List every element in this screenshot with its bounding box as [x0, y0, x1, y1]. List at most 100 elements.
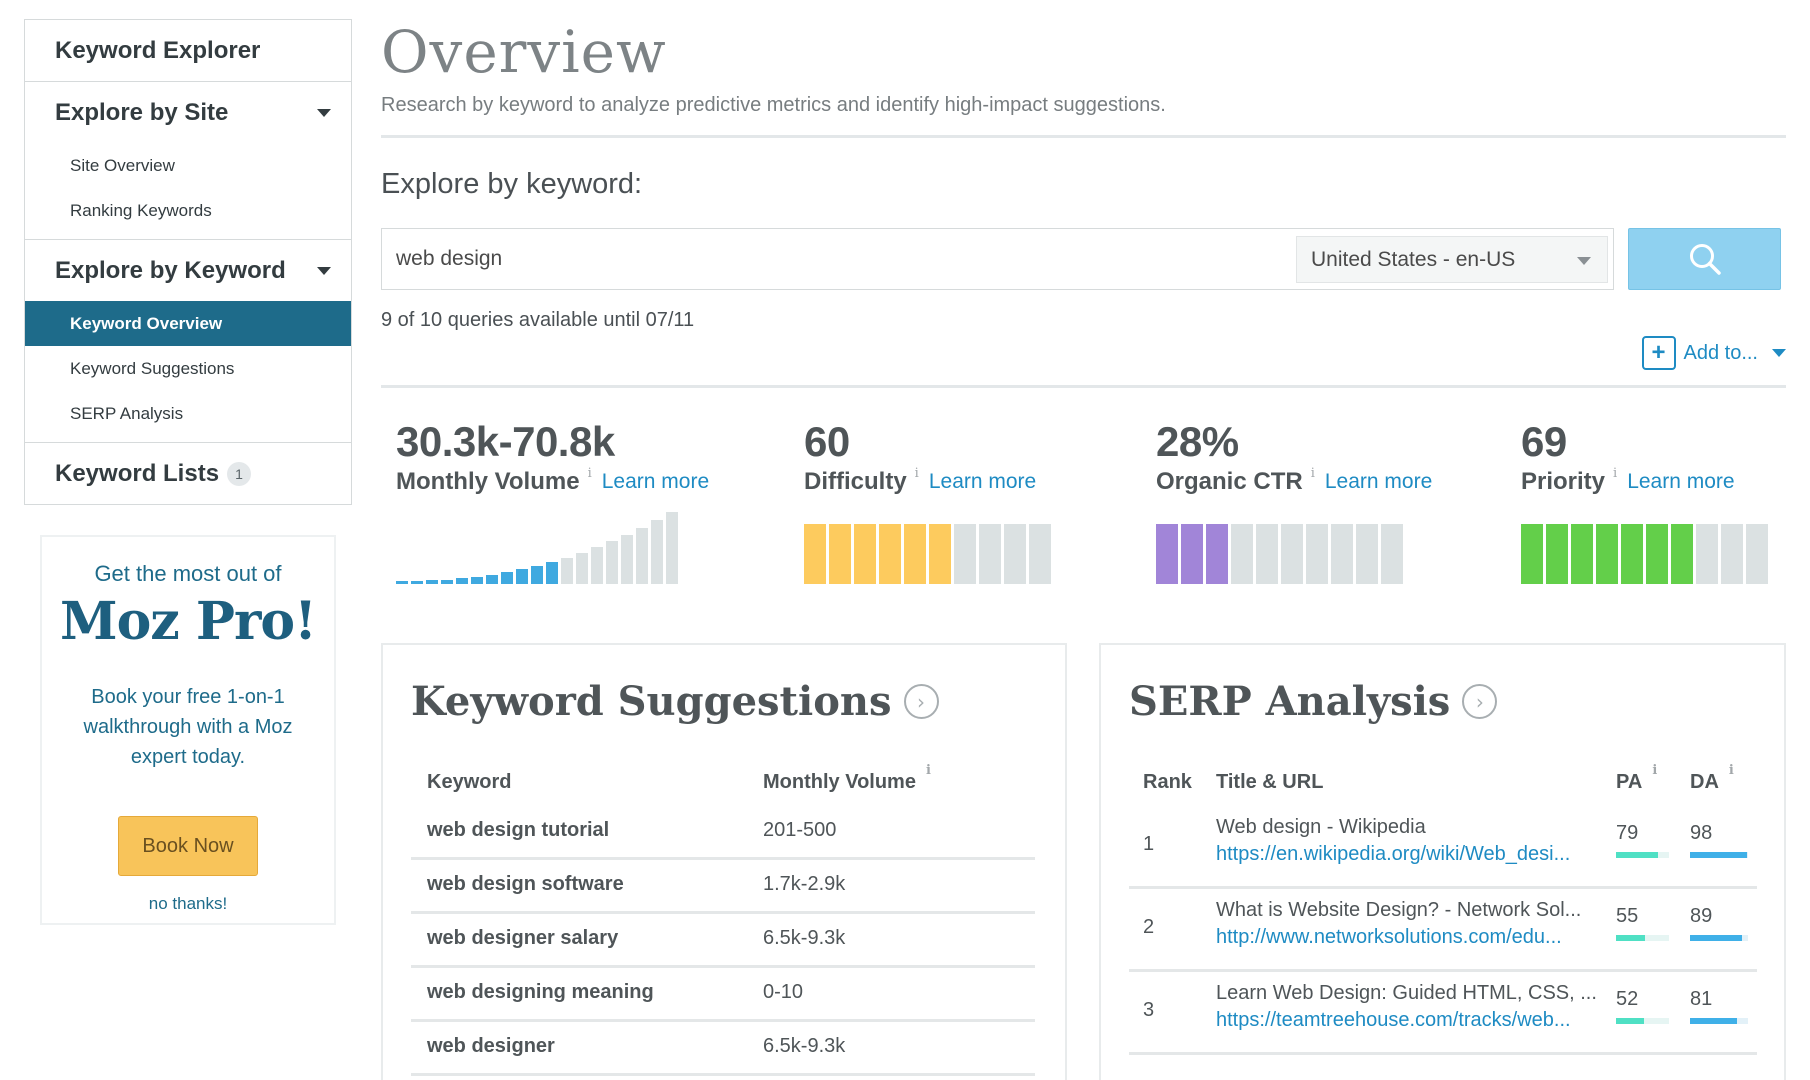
volume-bar: [666, 512, 678, 584]
serp-analysis-title[interactable]: SERP Analysis ›: [1129, 678, 1498, 725]
result-title: Learn Web Design: Guided HTML, CSS, ...: [1216, 982, 1596, 1004]
add-to-label: Add to...: [1683, 341, 1759, 364]
nav-keyword-explorer[interactable]: Keyword Explorer: [25, 20, 351, 81]
difficulty-meter: [804, 524, 1054, 584]
info-icon[interactable]: i: [1728, 763, 1734, 778]
metric-priority: 69 Priority i Learn more: [1521, 418, 1735, 496]
priority-meter-segment: [1721, 524, 1743, 584]
result-url-link[interactable]: http://www.networksolutions.com/edu...: [1216, 926, 1562, 948]
info-icon[interactable]: i: [1310, 466, 1315, 481]
table-row[interactable]: web designer 6.5k-9.3k: [411, 1022, 1035, 1076]
organic-ctr-label: Organic CTR: [1156, 468, 1303, 495]
volume-bar: [516, 569, 528, 584]
info-icon[interactable]: i: [925, 763, 931, 778]
priority-meter-segment: [1746, 524, 1768, 584]
da-bar: [1690, 935, 1748, 941]
divider: [381, 385, 1786, 388]
ctr-meter-segment: [1356, 524, 1378, 584]
difficulty-meter-segment: [954, 524, 976, 584]
pa-bar-fill: [1616, 852, 1658, 858]
keyword-cell[interactable]: web designing meaning: [427, 981, 654, 1003]
priority-meter-segment: [1546, 524, 1568, 584]
caret-down-icon: [1772, 349, 1786, 357]
volume-bar: [606, 541, 618, 584]
ctr-meter-segment: [1256, 524, 1278, 584]
info-icon[interactable]: i: [587, 466, 592, 481]
difficulty-meter-segment: [1029, 524, 1051, 584]
volume-cell: 6.5k-9.3k: [763, 927, 846, 949]
locale-select-value: United States - en-US: [1311, 247, 1516, 271]
keyword-suggestions-title-text: Keyword Suggestions: [411, 678, 892, 725]
priority-learn-more[interactable]: Learn more: [1627, 470, 1735, 493]
chevron-right-icon[interactable]: ›: [1462, 684, 1498, 719]
organic-ctr-value: 28%: [1156, 418, 1239, 465]
keyword-cell[interactable]: web designer: [427, 1035, 555, 1057]
nav-explore-by-keyword[interactable]: Explore by Keyword: [25, 240, 351, 301]
pa-bar-fill: [1616, 935, 1646, 941]
info-icon[interactable]: i: [1652, 763, 1658, 778]
da-bar-fill: [1690, 1018, 1737, 1024]
da-bar-fill: [1690, 935, 1742, 941]
table-row[interactable]: web designing meaning 0-10: [411, 968, 1035, 1022]
volume-bar: [456, 578, 468, 584]
nav-serp-analysis[interactable]: SERP Analysis: [70, 403, 184, 423]
keyword-cell[interactable]: web designer salary: [427, 927, 619, 949]
ctr-meter-segment: [1281, 524, 1303, 584]
priority-meter: [1521, 524, 1771, 584]
table-row[interactable]: web design software 1.7k-2.9k: [411, 860, 1035, 914]
col-keyword: Keyword: [427, 771, 512, 793]
pa-bar: [1616, 1018, 1669, 1024]
da-bar: [1690, 852, 1748, 858]
metric-monthly-volume: 30.3k-70.8k Monthly Volume i Learn more: [396, 418, 709, 496]
keyword-cell[interactable]: web design software: [427, 873, 624, 895]
table-row[interactable]: web design tutorial 201-500: [411, 806, 1035, 860]
keyword-suggestions-title[interactable]: Keyword Suggestions ›: [411, 678, 939, 725]
difficulty-meter-segment: [804, 524, 826, 584]
da-bar: [1690, 1018, 1748, 1024]
ctr-meter-segment: [1181, 524, 1203, 584]
info-icon[interactable]: i: [1613, 466, 1618, 481]
difficulty-learn-more[interactable]: Learn more: [928, 470, 1037, 493]
organic-ctr-meter: [1156, 524, 1406, 584]
organic-ctr-learn-more[interactable]: Learn more: [1324, 470, 1433, 493]
rank-cell: 2: [1143, 916, 1155, 938]
result-url-link[interactable]: https://teamtreehouse.com/tracks/web...: [1216, 1009, 1571, 1031]
no-thanks-link[interactable]: no thanks!: [148, 894, 228, 913]
volume-bar: [621, 535, 633, 584]
nav-keyword-overview[interactable]: Keyword Overview: [25, 301, 351, 346]
nav-explore-by-site[interactable]: Explore by Site: [25, 82, 351, 143]
page-title: Overview: [381, 18, 667, 86]
keyword-search-input[interactable]: [396, 229, 1276, 289]
col-title-url: Title & URL: [1216, 771, 1324, 793]
book-now-button[interactable]: Book Now: [118, 816, 258, 876]
info-icon[interactable]: i: [914, 466, 919, 481]
volume-bar: [561, 558, 573, 584]
difficulty-label: Difficulty: [804, 468, 907, 495]
promo-brand: Moz Pro!: [60, 591, 317, 652]
add-to-button[interactable]: + Add to...: [1641, 336, 1786, 370]
metric-organic-ctr: 28% Organic CTR i Learn more: [1156, 418, 1432, 496]
plus-icon: +: [1641, 336, 1676, 370]
nav-keyword-suggestions[interactable]: Keyword Suggestions: [70, 358, 235, 378]
da-value: 89: [1690, 905, 1713, 927]
result-url-link[interactable]: https://en.wikipedia.org/wiki/Web_desi..…: [1216, 843, 1571, 865]
divider: [381, 135, 1786, 138]
volume-bar: [636, 528, 648, 584]
chevron-right-icon[interactable]: ›: [903, 684, 939, 719]
locale-select[interactable]: United States - en-US: [1296, 236, 1608, 283]
nav-ranking-keywords[interactable]: Ranking Keywords: [70, 200, 212, 220]
nav-site-overview[interactable]: Site Overview: [70, 155, 175, 175]
volume-cell: 1.7k-2.9k: [763, 873, 846, 895]
nav-keyword-lists[interactable]: Keyword Lists 1: [25, 443, 351, 504]
monthly-volume-label: Monthly Volume: [396, 468, 580, 495]
priority-meter-segment: [1596, 524, 1618, 584]
keyword-cell[interactable]: web design tutorial: [427, 819, 610, 841]
monthly-volume-learn-more[interactable]: Learn more: [601, 470, 710, 493]
volume-bar: [426, 580, 438, 584]
keyword-lists-count-badge: 1: [227, 461, 252, 486]
search-button[interactable]: [1628, 228, 1781, 290]
table-row[interactable]: web designer salary 6.5k-9.3k: [411, 914, 1035, 968]
search-box: United States - en-US: [381, 228, 1614, 290]
rank-cell: 1: [1143, 833, 1155, 855]
ctr-meter-segment: [1156, 524, 1178, 584]
